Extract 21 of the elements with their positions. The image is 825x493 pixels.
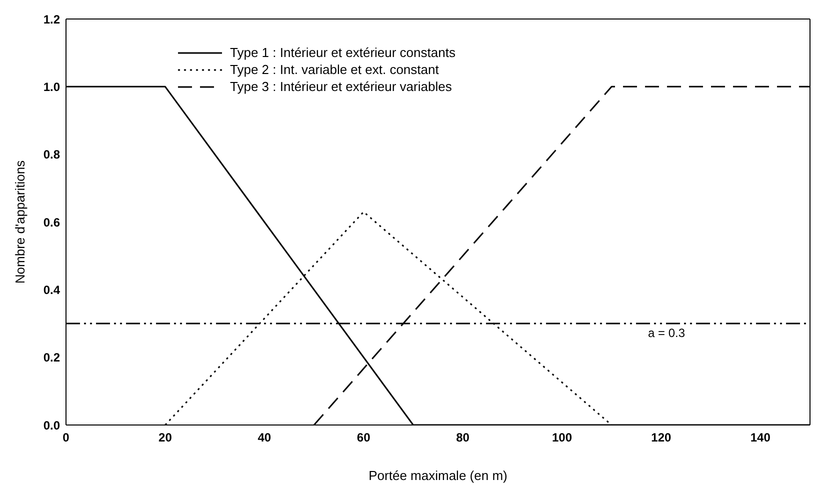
ref-line-label: a = 0.3 — [648, 326, 686, 340]
x-tick-label: 100 — [552, 430, 572, 445]
x-tick-label: 20 — [158, 430, 172, 445]
y-axis-title: Nombre d'apparitions — [12, 160, 28, 284]
x-tick-label: 0 — [62, 430, 70, 445]
legend-label: Type 1 : Intérieur et extérieur constants — [230, 44, 456, 61]
x-tick-label: 120 — [651, 430, 672, 445]
legend-label: Type 3 : Intérieur et extérieur variables — [230, 78, 452, 95]
x-tick-label: 40 — [258, 430, 272, 445]
x-axis-title: Portée maximale (en m) — [368, 468, 508, 483]
x-tick-label: 140 — [750, 430, 771, 445]
y-tick-label: 1.2 — [43, 12, 60, 26]
y-tick-label: 0.6 — [43, 215, 60, 230]
x-tick-label: 80 — [456, 430, 470, 445]
y-tick-label: 0.2 — [43, 350, 60, 365]
x-tick-label: 60 — [356, 430, 371, 445]
y-tick-label: 0.8 — [43, 148, 60, 162]
y-tick-label: 0.0 — [43, 418, 60, 432]
y-tick-label: 1.0 — [43, 80, 60, 94]
legend-label: Type 2 : Int. variable et ext. constant — [230, 61, 439, 78]
y-tick-label: 0.4 — [43, 282, 60, 297]
